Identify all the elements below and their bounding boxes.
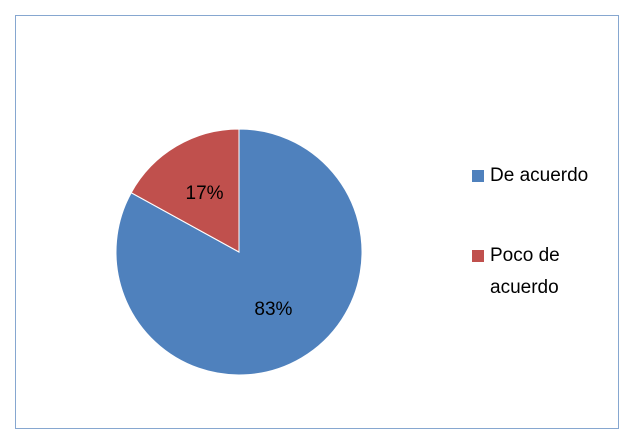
legend-swatch [472,170,484,182]
data-label: 17% [186,183,224,204]
legend-label: De acuerdo [490,165,589,186]
legend-item: De acuerdo [472,160,610,192]
pie-slice [130,128,240,253]
data-label: 83% [254,299,292,320]
legend-item: Poco de acuerdo [472,240,610,304]
chart-frame [15,15,619,429]
legend-swatch [472,250,484,262]
legend-label: Poco de acuerdo [490,245,560,298]
